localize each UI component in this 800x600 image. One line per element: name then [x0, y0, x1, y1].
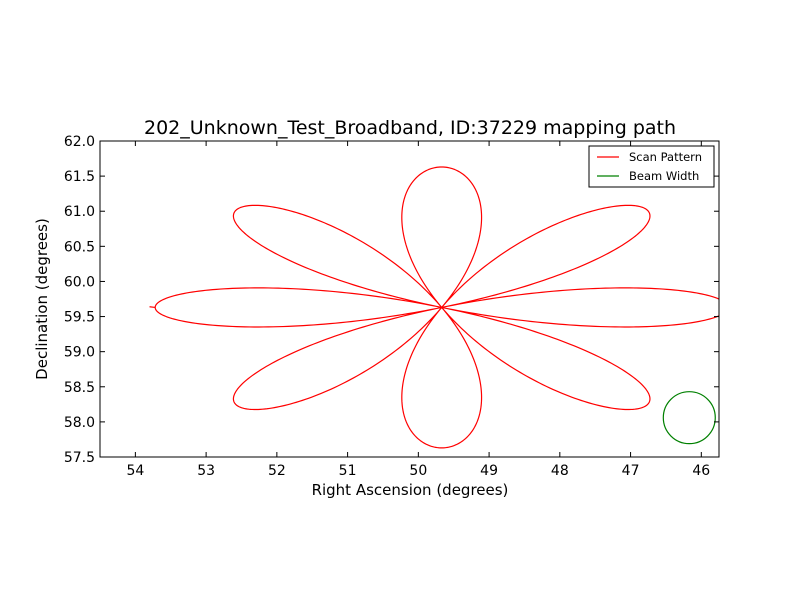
plot-area [149, 166, 719, 449]
y-tick-label: 59.0 [64, 345, 95, 361]
axes-frame [99, 140, 720, 458]
x-tick-label: 46 [692, 463, 710, 479]
y-tick-label: 62.0 [64, 134, 95, 150]
x-tick-label: 50 [409, 463, 427, 479]
x-tick-label: 53 [197, 463, 215, 479]
scan-pattern-line [149, 166, 719, 449]
x-tick-label: 51 [339, 463, 357, 479]
y-tick-label: 59.5 [64, 310, 95, 326]
y-tick-label: 60.0 [64, 274, 95, 290]
chart-title: 202_Unknown_Test_Broadband, ID:37229 map… [144, 117, 676, 139]
y-tick-label: 58.5 [64, 380, 95, 396]
y-tick-label: 61.0 [64, 204, 95, 220]
y-tick-label: 60.5 [64, 239, 95, 255]
y-tick-label: 61.5 [64, 169, 95, 185]
x-axis: 54 53 52 51 50 49 48 47 46 [126, 141, 710, 479]
legend-label-beam-width: Beam Width [629, 169, 699, 183]
x-tick-label: 47 [622, 463, 640, 479]
y-axis: 57.5 58.0 58.5 59.0 59.5 60.0 60.5 61.0 61.5 62.0 [64, 134, 719, 466]
y-axis-label: Declination (degrees) [33, 218, 51, 380]
beam-width-circle [662, 391, 716, 445]
legend-label-scan-pattern: Scan Pattern [629, 150, 702, 164]
legend: Scan Pattern Beam Width [588, 145, 715, 188]
x-tick-label: 48 [551, 463, 569, 479]
x-tick-label: 52 [268, 463, 286, 479]
y-tick-label: 57.5 [64, 450, 95, 466]
legend-box [588, 145, 715, 188]
x-tick-label: 49 [480, 463, 498, 479]
x-tick-label: 54 [126, 463, 144, 479]
y-tick-label: 58.0 [64, 415, 95, 431]
x-axis-label: Right Ascension (degrees) [312, 481, 509, 499]
